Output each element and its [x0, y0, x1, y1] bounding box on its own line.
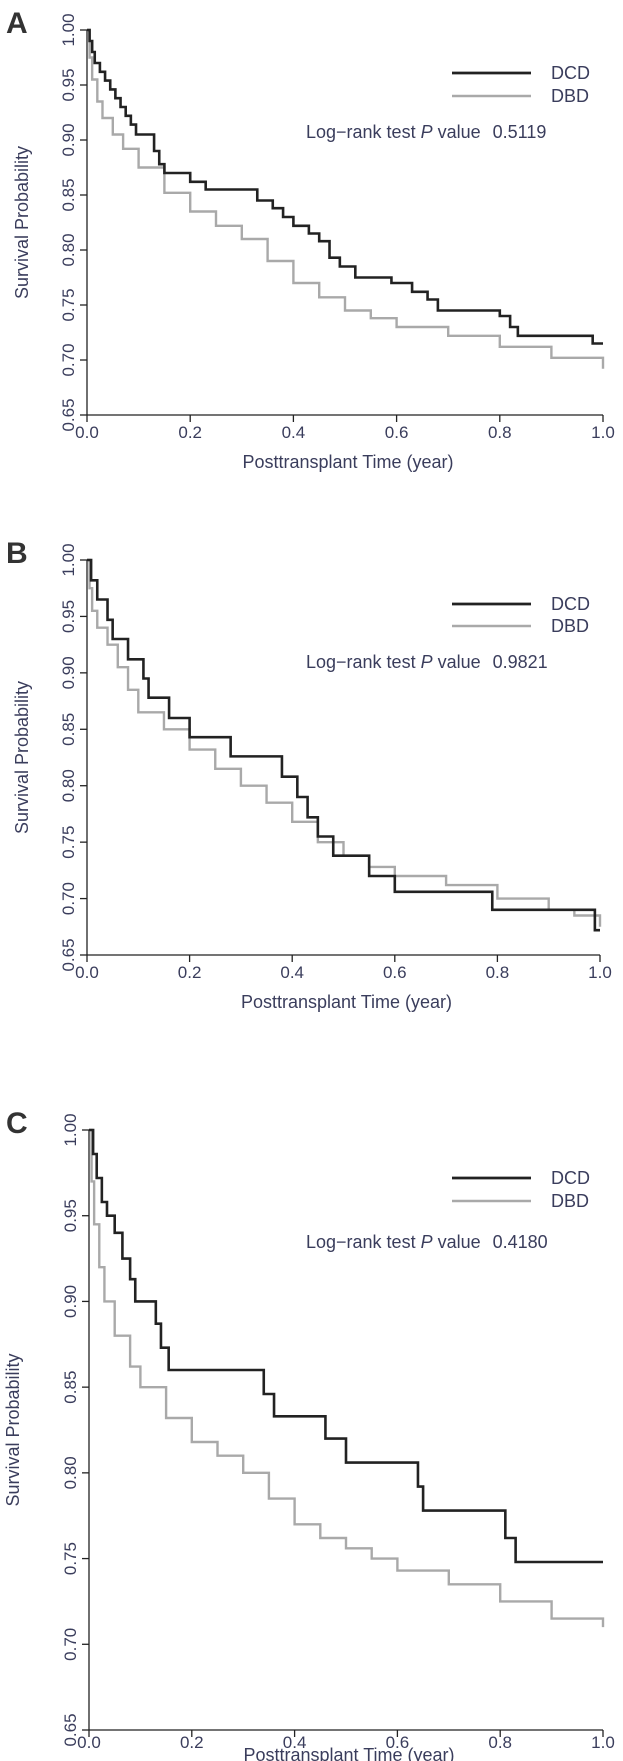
x-tick-label: 0.0: [75, 963, 99, 982]
x-tick-label: 0.4: [282, 423, 306, 442]
x-tick-label: 0.0: [75, 423, 99, 442]
series-line-dbd: [87, 558, 602, 927]
y-tick-label: 0.95: [59, 600, 78, 633]
y-tick-label: 0.70: [59, 343, 78, 376]
x-axis-title: Posttransplant Time (year): [243, 1745, 454, 1761]
panel-a: A 0.65 0.70 0.75 0.80 0.85 0.90 0.95 1.00 0.0 0.2 0…: [6, 7, 615, 472]
panel-b: B 0.65 0.70 0.75 0.80 0.85 0.90 0.95 1.00 0.0 0.2 0…: [6, 537, 612, 1012]
y-tick-label: 0.85: [59, 713, 78, 746]
y-tick-label: 0.85: [61, 1371, 80, 1404]
x-tick-label: 0.2: [180, 1733, 204, 1752]
panel-c: C 0.65 0.70 0.75 0.80 0.85 0.90 0.95 1.00 0.0 0.2 0…: [3, 1107, 615, 1761]
panel-letter: A: [6, 7, 28, 40]
y-tick-label: 0.95: [59, 68, 78, 101]
annotation-p-symbol: P: [421, 652, 433, 672]
y-tick-label: 0.65: [59, 398, 78, 431]
p-value: 0.5119: [493, 122, 547, 142]
y-tick-label: 0.95: [61, 1199, 80, 1232]
p-value: 0.9821: [493, 652, 548, 672]
annotation-p-symbol: P: [421, 122, 433, 142]
x-tick-label: 0.4: [280, 963, 304, 982]
y-tick-label: 0.75: [59, 288, 78, 321]
x-tick-label: 0.6: [385, 423, 409, 442]
legend-label-dcd: DCD: [551, 63, 590, 83]
legend-label-dbd: DBD: [551, 86, 589, 106]
y-axis-title: Survival Probability: [12, 146, 32, 299]
annotation-prefix: Log−rank test: [306, 652, 421, 672]
x-tick-label: 0.0: [77, 1733, 101, 1752]
y-tick-label: 0.80: [61, 1456, 80, 1489]
series-line-dbd: [89, 1128, 605, 1628]
annotation-suffix: value: [433, 122, 481, 142]
y-tick-label: 0.90: [59, 123, 78, 156]
legend-label-dbd: DBD: [551, 616, 589, 636]
p-value: 0.4180: [493, 1232, 548, 1252]
y-tick-label: 0.65: [61, 1713, 80, 1746]
series-line-dcd: [89, 1128, 603, 1564]
x-axis-title: Posttransplant Time (year): [242, 452, 453, 472]
legend-label-dcd: DCD: [551, 594, 590, 614]
y-tick-label: 0.80: [59, 769, 78, 802]
y-tick-label: 0.90: [59, 656, 78, 689]
y-tick-label: 0.80: [59, 233, 78, 266]
y-tick-label: 0.65: [59, 938, 78, 971]
x-axis-title: Posttransplant Time (year): [241, 992, 452, 1012]
logrank-annotation: Log−rank test P value 0.9821: [306, 652, 548, 672]
annotation-suffix: value: [433, 1232, 481, 1252]
y-tick-label: 0.70: [59, 882, 78, 915]
panel-letter: C: [6, 1107, 28, 1140]
x-tick-label: 1.0: [591, 423, 615, 442]
annotation-suffix: value: [433, 652, 481, 672]
y-tick-label: 0.90: [61, 1285, 80, 1318]
logrank-annotation: Log−rank test P value 0.5119: [306, 122, 546, 142]
legend-label-dbd: DBD: [551, 1191, 589, 1211]
annotation-prefix: Log−rank test: [306, 122, 421, 142]
y-tick-label: 0.75: [59, 826, 78, 859]
y-tick-label: 0.70: [61, 1628, 80, 1661]
y-tick-label: 0.85: [59, 178, 78, 211]
annotation-p-symbol: P: [421, 1232, 433, 1252]
x-tick-label: 0.8: [488, 423, 512, 442]
y-tick-label: 1.00: [59, 13, 78, 46]
legend-label-dcd: DCD: [551, 1168, 590, 1188]
x-tick-label: 0.8: [488, 1733, 512, 1752]
x-tick-label: 0.6: [386, 1733, 410, 1752]
x-tick-label: 1.0: [588, 963, 612, 982]
x-tick-label: 0.4: [283, 1733, 307, 1752]
y-tick-label: 0.75: [61, 1542, 80, 1575]
x-tick-label: 0.8: [486, 963, 510, 982]
y-axis-title: Survival Probability: [12, 681, 32, 834]
x-tick-label: 0.2: [178, 423, 202, 442]
y-tick-label: 1.00: [59, 543, 78, 576]
series-line-dbd: [87, 28, 605, 369]
annotation-prefix: Log−rank test: [306, 1232, 421, 1252]
logrank-annotation: Log−rank test P value 0.4180: [306, 1232, 548, 1252]
series-line-dcd: [87, 28, 603, 345]
panel-letter: B: [6, 537, 28, 570]
y-tick-label: 1.00: [61, 1113, 80, 1146]
x-tick-label: 1.0: [591, 1733, 615, 1752]
y-axis-title: Survival Probability: [3, 1353, 23, 1506]
x-tick-label: 0.6: [383, 963, 407, 982]
x-tick-label: 0.2: [178, 963, 202, 982]
series-line-dcd: [87, 558, 600, 932]
